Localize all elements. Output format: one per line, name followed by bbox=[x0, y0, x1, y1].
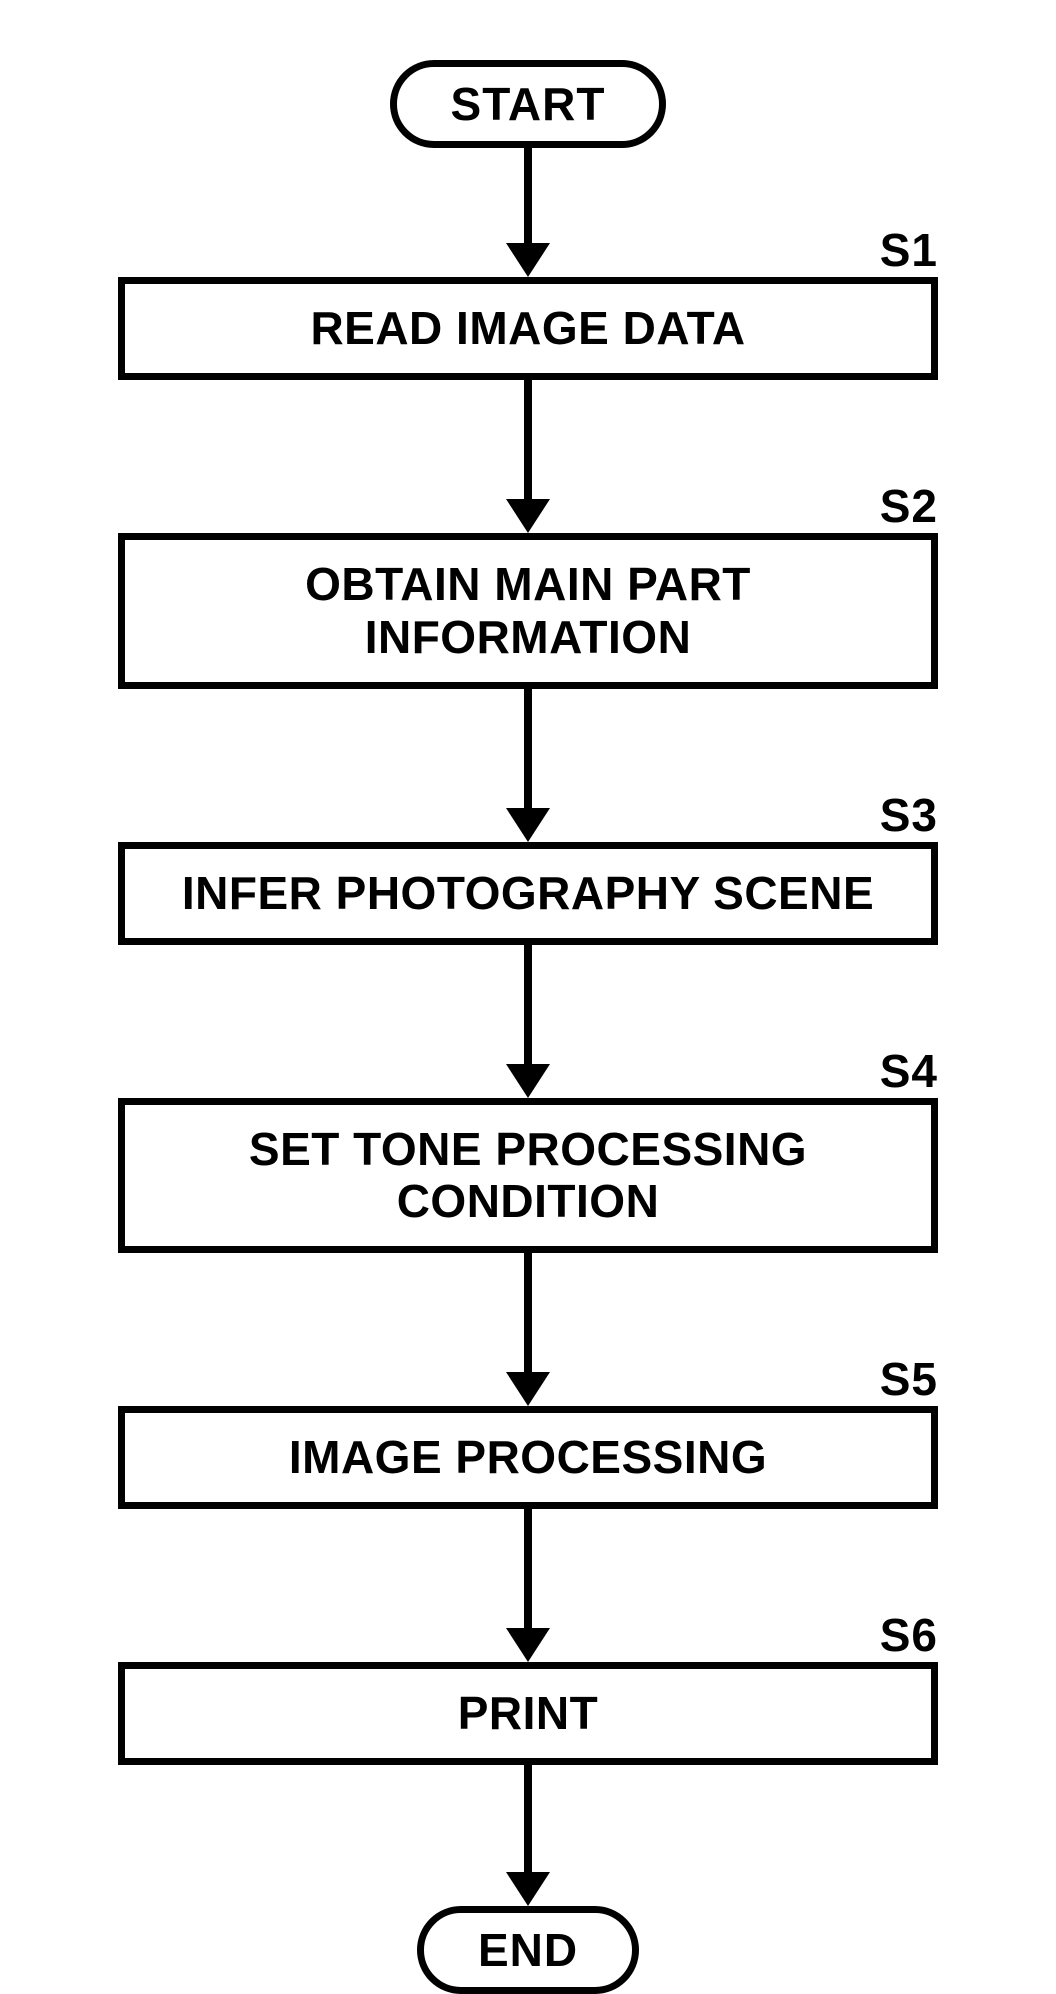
arrow-shaft bbox=[524, 689, 532, 809]
process-step-s5: S5IMAGE PROCESSING bbox=[118, 1406, 938, 1509]
process-text: IMAGE PROCESSING bbox=[289, 1431, 767, 1484]
process-step-s1: S1READ IMAGE DATA bbox=[118, 277, 938, 380]
arrow-shaft bbox=[524, 1509, 532, 1629]
step-label: S1 bbox=[880, 223, 938, 277]
process-text: READ IMAGE DATA bbox=[310, 302, 745, 355]
flowchart-container: START S1READ IMAGE DATAS2OBTAIN MAIN PAR… bbox=[118, 60, 938, 1994]
arrow-shaft bbox=[524, 148, 532, 244]
process-box: INFER PHOTOGRAPHY SCENE bbox=[118, 842, 938, 945]
process-text: OBTAIN MAIN PARTINFORMATION bbox=[305, 558, 751, 664]
process-step-s2: S2OBTAIN MAIN PARTINFORMATION bbox=[118, 533, 938, 689]
arrow-after-s4 bbox=[506, 1253, 550, 1406]
process-box: IMAGE PROCESSING bbox=[118, 1406, 938, 1509]
process-text: INFER PHOTOGRAPHY SCENE bbox=[182, 867, 874, 920]
arrow-head bbox=[506, 808, 550, 842]
process-step-s3: S3INFER PHOTOGRAPHY SCENE bbox=[118, 842, 938, 945]
end-text: END bbox=[478, 1924, 578, 1976]
arrow-shaft bbox=[524, 1253, 532, 1373]
arrow-head bbox=[506, 1064, 550, 1098]
start-text: START bbox=[451, 78, 606, 130]
process-box: OBTAIN MAIN PARTINFORMATION bbox=[118, 533, 938, 689]
arrow-start-s1 bbox=[506, 148, 550, 277]
process-text: PRINT bbox=[458, 1687, 599, 1740]
end-terminal: END bbox=[417, 1906, 639, 1994]
arrow-after-s3 bbox=[506, 945, 550, 1098]
process-step-s4: S4SET TONE PROCESSINGCONDITION bbox=[118, 1098, 938, 1254]
arrow-after-s2 bbox=[506, 689, 550, 842]
step-label: S4 bbox=[880, 1044, 938, 1098]
arrow-after-s5 bbox=[506, 1509, 550, 1662]
process-step-s6: S6PRINT bbox=[118, 1662, 938, 1765]
arrow-head bbox=[506, 1628, 550, 1662]
arrow-shaft bbox=[524, 1765, 532, 1873]
process-box: SET TONE PROCESSINGCONDITION bbox=[118, 1098, 938, 1254]
arrow-head bbox=[506, 1872, 550, 1906]
arrow-head bbox=[506, 1372, 550, 1406]
arrow-after-s1 bbox=[506, 380, 550, 533]
step-label: S2 bbox=[880, 479, 938, 533]
step-label: S3 bbox=[880, 788, 938, 842]
step-label: S5 bbox=[880, 1352, 938, 1406]
step-label: S6 bbox=[880, 1608, 938, 1662]
arrow-head bbox=[506, 243, 550, 277]
process-box: PRINT bbox=[118, 1662, 938, 1765]
arrow-after-s6 bbox=[506, 1765, 550, 1906]
arrow-head bbox=[506, 499, 550, 533]
arrow-shaft bbox=[524, 380, 532, 500]
process-box: READ IMAGE DATA bbox=[118, 277, 938, 380]
process-text: SET TONE PROCESSINGCONDITION bbox=[249, 1123, 807, 1229]
arrow-shaft bbox=[524, 945, 532, 1065]
start-terminal: START bbox=[390, 60, 667, 148]
